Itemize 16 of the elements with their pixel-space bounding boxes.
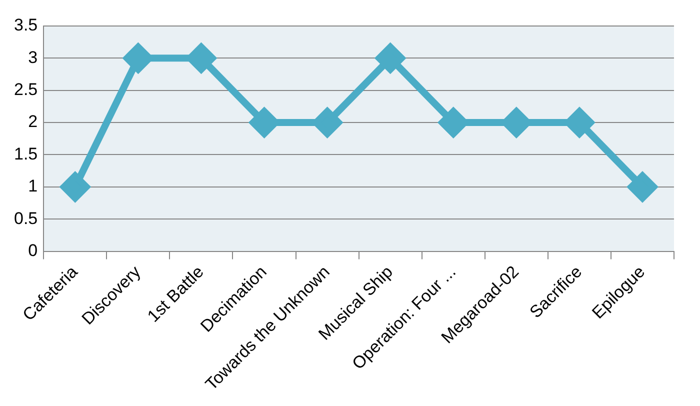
y-tick-label: 3 bbox=[28, 48, 38, 67]
y-tick-label: 2.5 bbox=[14, 80, 38, 100]
point bbox=[312, 108, 342, 138]
y-tick-label: 0 bbox=[28, 240, 38, 260]
point bbox=[186, 44, 216, 73]
point bbox=[250, 108, 279, 138]
point bbox=[628, 172, 657, 202]
y-tick-label: 0.5 bbox=[14, 208, 38, 228]
y-tick-label: 2 bbox=[28, 112, 38, 132]
y-tick-label: 1 bbox=[28, 176, 38, 196]
y-tick-label: 1.5 bbox=[14, 144, 38, 164]
point bbox=[376, 44, 405, 73]
point bbox=[124, 44, 153, 73]
point bbox=[438, 108, 468, 138]
y-tick-label: 3.5 bbox=[14, 16, 38, 35]
point bbox=[60, 172, 90, 202]
